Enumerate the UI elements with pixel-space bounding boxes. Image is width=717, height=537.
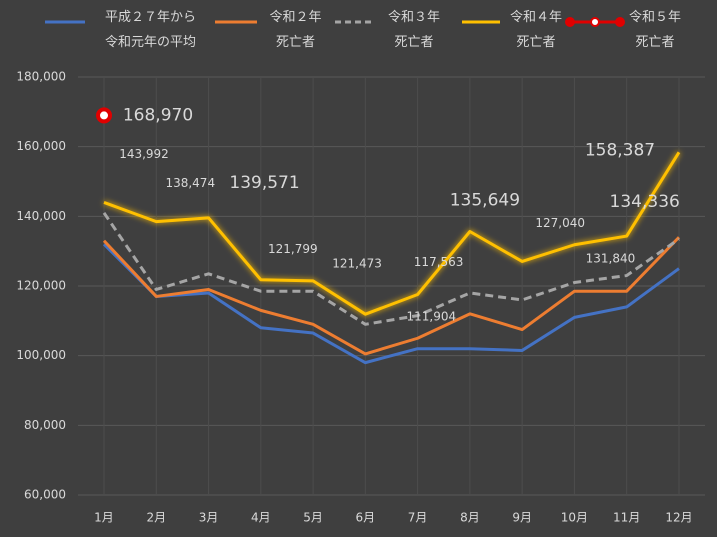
data-label: 121,473	[332, 256, 382, 270]
data-label: 111,904	[407, 310, 457, 324]
data-label: 138,474	[165, 176, 215, 190]
legend-swatch	[462, 20, 500, 24]
y-tick-label: 120,000	[16, 279, 66, 293]
x-tick-label: 4月	[251, 511, 271, 525]
x-tick-label: 6月	[356, 511, 376, 525]
series-line	[103, 151, 681, 316]
data-label: 158,387	[585, 140, 655, 160]
legend-swatch	[335, 20, 375, 24]
data-label: 143,992	[119, 147, 169, 161]
data-label: 134,336	[610, 192, 680, 212]
y-tick-label: 160,000	[16, 139, 66, 153]
legend-swatch	[45, 20, 85, 24]
x-tick-label: 8月	[460, 511, 480, 525]
legend-swatch	[215, 20, 257, 24]
legend-label: 令和４年 死亡者	[509, 10, 562, 50]
legend: 平成２７年から 令和元年の平均 令和２年 死亡者 令和３年 死亡者 令和４年 死亡者 令…	[0, 10, 717, 60]
x-tick-label: 10月	[561, 511, 588, 525]
data-label: 131,840	[586, 251, 636, 265]
y-tick-label: 60,000	[24, 488, 66, 502]
x-tick-label: 1月	[94, 511, 114, 525]
data-label: 127,040	[535, 216, 585, 230]
series-line	[102, 212, 680, 326]
x-tick-label: 2月	[146, 511, 166, 525]
y-tick-label: 140,000	[16, 209, 66, 223]
x-tick-label: 11月	[613, 511, 640, 525]
legend-marker	[590, 17, 600, 27]
point-marker	[96, 107, 112, 124]
data-label: 117,563	[414, 255, 464, 269]
legend-label: 令和５年 死亡者	[628, 10, 681, 50]
legend-marker	[615, 17, 625, 27]
series-line	[102, 236, 681, 356]
y-tick-label: 100,000	[16, 348, 66, 362]
y-tick-label: 180,000	[16, 70, 66, 84]
legend-marker	[565, 17, 575, 27]
x-tick-label: 5月	[303, 511, 323, 525]
y-tick-label: 80,000	[24, 418, 66, 432]
legend-label: 平成２７年から 令和元年の平均	[104, 10, 196, 50]
x-tick-label: 9月	[512, 511, 532, 525]
x-tick-label: 7月	[408, 511, 428, 525]
x-tick-label: 12月	[665, 511, 692, 525]
legend-swatch	[565, 17, 625, 27]
data-label: 168,970	[123, 105, 193, 125]
data-label: 121,799	[268, 242, 318, 256]
x-tick-label: 3月	[199, 511, 219, 525]
data-label: 135,649	[450, 190, 520, 210]
data-label: 139,571	[229, 173, 299, 193]
series-line	[102, 243, 680, 365]
legend-label: 令和２年 死亡者	[269, 10, 322, 50]
legend-label: 令和３年 死亡者	[387, 10, 440, 50]
